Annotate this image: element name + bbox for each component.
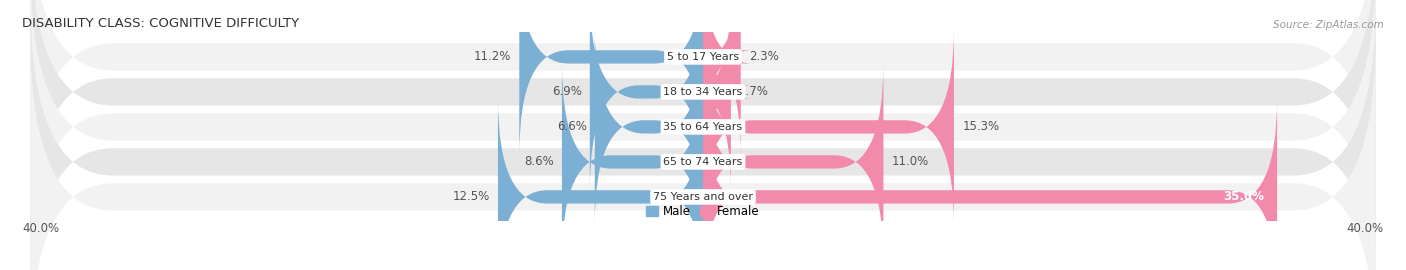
Text: 1.7%: 1.7% bbox=[740, 85, 769, 98]
FancyBboxPatch shape bbox=[591, 0, 703, 190]
Text: 8.6%: 8.6% bbox=[524, 156, 554, 168]
FancyBboxPatch shape bbox=[31, 36, 1375, 270]
FancyBboxPatch shape bbox=[703, 99, 1277, 270]
Text: 35 to 64 Years: 35 to 64 Years bbox=[664, 122, 742, 132]
FancyBboxPatch shape bbox=[562, 63, 703, 260]
FancyBboxPatch shape bbox=[519, 0, 703, 155]
Text: 5 to 17 Years: 5 to 17 Years bbox=[666, 52, 740, 62]
FancyBboxPatch shape bbox=[31, 0, 1375, 253]
Text: 40.0%: 40.0% bbox=[22, 222, 59, 235]
FancyBboxPatch shape bbox=[682, 0, 752, 190]
Text: 15.3%: 15.3% bbox=[962, 120, 1000, 133]
Legend: Male, Female: Male, Female bbox=[641, 201, 765, 223]
FancyBboxPatch shape bbox=[498, 99, 703, 270]
FancyBboxPatch shape bbox=[31, 1, 1375, 270]
FancyBboxPatch shape bbox=[31, 0, 1375, 218]
Text: Source: ZipAtlas.com: Source: ZipAtlas.com bbox=[1272, 20, 1384, 30]
FancyBboxPatch shape bbox=[595, 29, 703, 225]
Text: 40.0%: 40.0% bbox=[1347, 222, 1384, 235]
FancyBboxPatch shape bbox=[703, 29, 953, 225]
Text: 18 to 34 Years: 18 to 34 Years bbox=[664, 87, 742, 97]
FancyBboxPatch shape bbox=[31, 0, 1375, 270]
Text: 75 Years and over: 75 Years and over bbox=[652, 192, 754, 202]
Text: 2.3%: 2.3% bbox=[749, 50, 779, 63]
FancyBboxPatch shape bbox=[703, 63, 883, 260]
Text: DISABILITY CLASS: COGNITIVE DIFFICULTY: DISABILITY CLASS: COGNITIVE DIFFICULTY bbox=[22, 16, 299, 30]
Text: 11.0%: 11.0% bbox=[891, 156, 929, 168]
Text: 12.5%: 12.5% bbox=[453, 190, 489, 203]
Text: 65 to 74 Years: 65 to 74 Years bbox=[664, 157, 742, 167]
Text: 35.0%: 35.0% bbox=[1223, 190, 1264, 203]
Text: 11.2%: 11.2% bbox=[474, 50, 512, 63]
Text: 6.9%: 6.9% bbox=[551, 85, 582, 98]
FancyBboxPatch shape bbox=[692, 0, 752, 155]
Text: 6.6%: 6.6% bbox=[557, 120, 586, 133]
